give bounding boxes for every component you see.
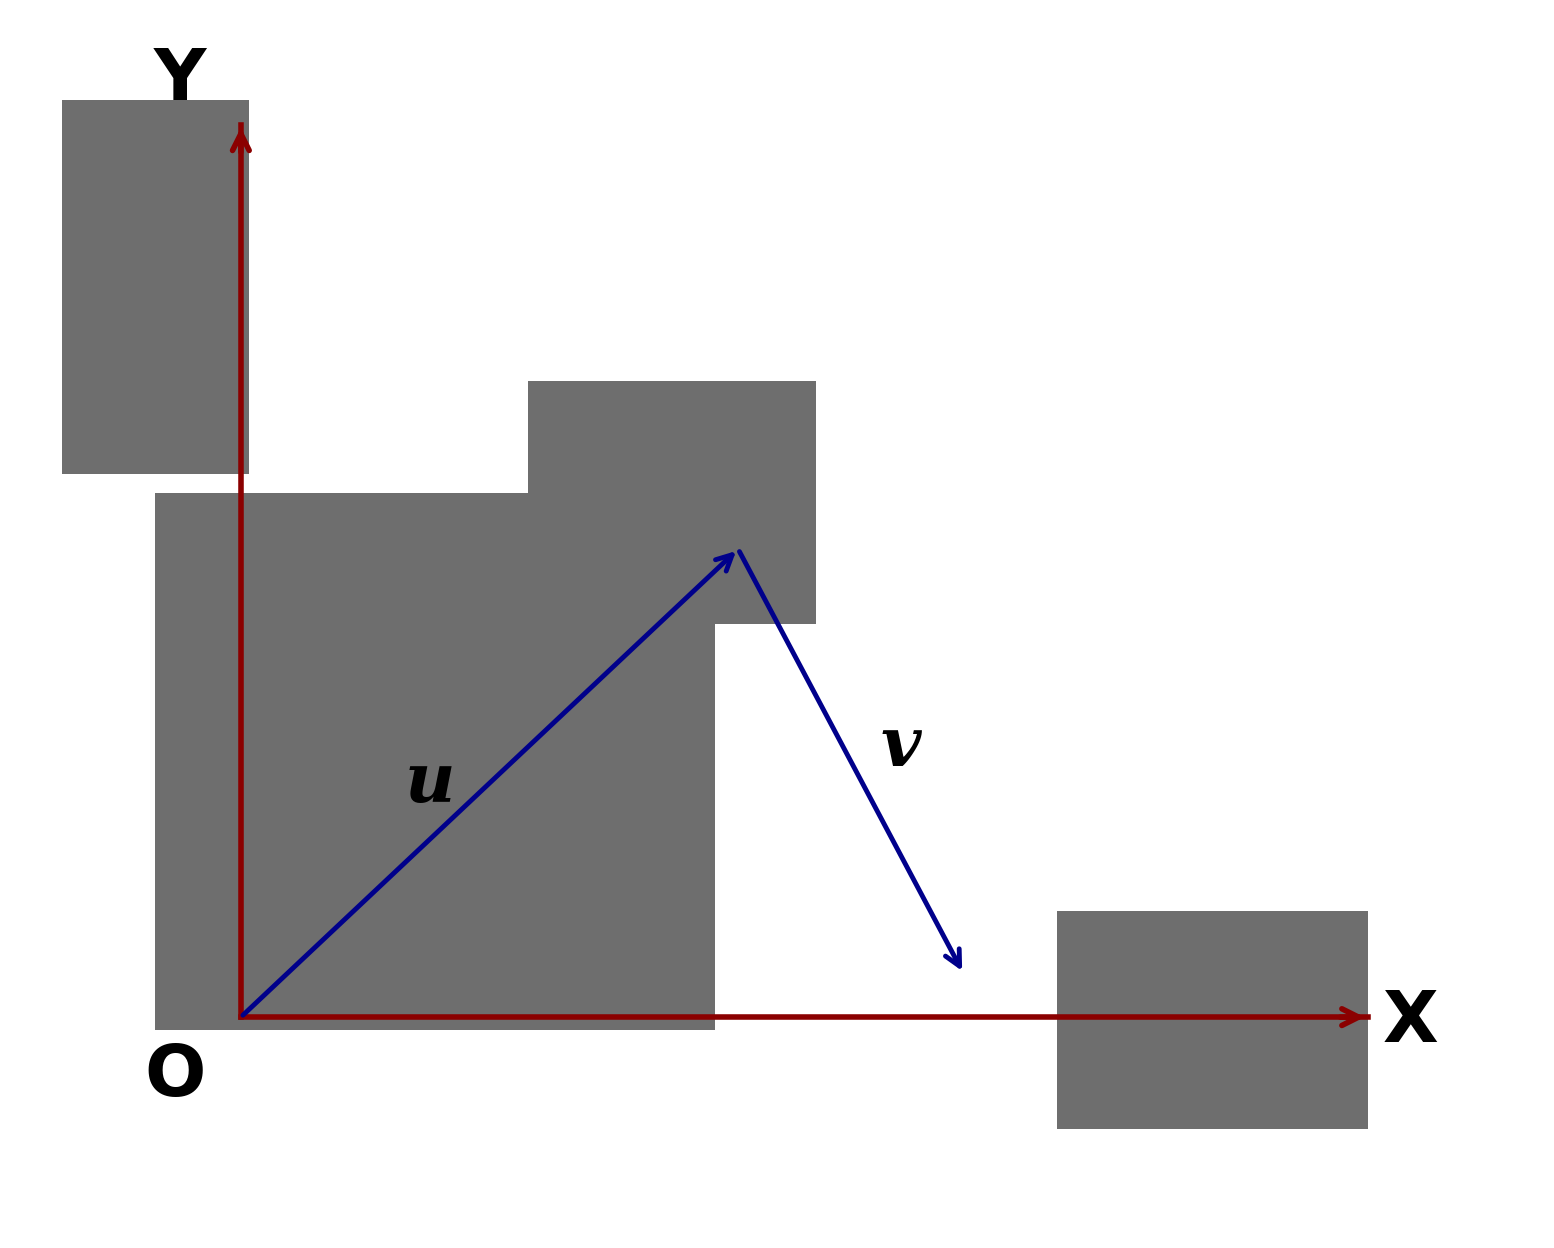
Text: Y: Y	[154, 46, 205, 115]
Text: O: O	[145, 1042, 205, 1111]
Bar	[1057, 911, 1368, 1129]
Text: v: v	[881, 713, 922, 780]
Text: u: u	[404, 749, 455, 817]
Bar	[62, 100, 249, 474]
Text: X: X	[1383, 987, 1439, 1057]
Bar	[528, 381, 816, 624]
Bar	[155, 493, 715, 1030]
